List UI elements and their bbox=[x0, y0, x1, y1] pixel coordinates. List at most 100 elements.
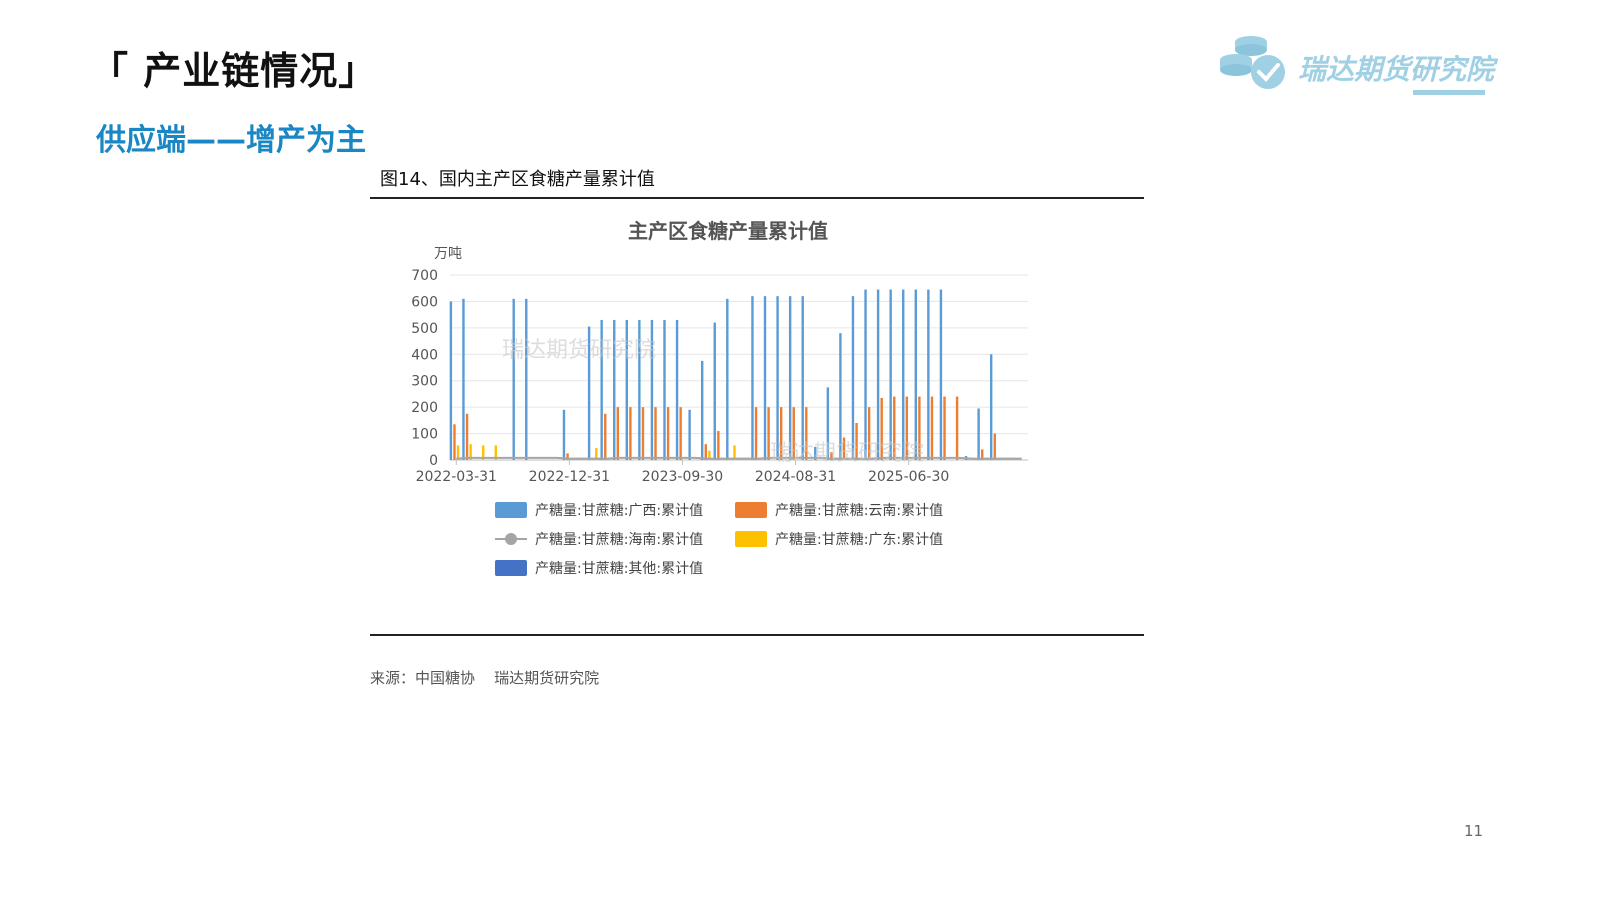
bar-s0-9 bbox=[562, 409, 566, 460]
bar-s0-1 bbox=[462, 298, 465, 460]
legend-item-guangdong: 产糖量:甘蔗糖:广东:累计值 bbox=[735, 529, 943, 549]
bar-s0-32 bbox=[851, 296, 855, 460]
bar-s0-34 bbox=[876, 289, 880, 460]
y-tick-label-7: 700 bbox=[411, 268, 438, 284]
bar-s0-19 bbox=[688, 409, 691, 460]
bar-s1-25 bbox=[767, 407, 770, 460]
bar-s1-24 bbox=[754, 407, 758, 460]
bar-s1-28 bbox=[805, 407, 808, 460]
bar-s1-36 bbox=[905, 396, 909, 460]
legend-item-other: 产糖量:甘蔗糖:其他:累计值 bbox=[495, 558, 703, 578]
bar-s0-15 bbox=[638, 319, 641, 460]
x-tick-labels: 2022-03-31 2022-12-31 2023-09-30 2024-08-31… bbox=[416, 460, 949, 485]
legend-label-other: 产糖量:甘蔗糖:其他:累计值 bbox=[535, 561, 704, 577]
bar-s0-30 bbox=[826, 387, 830, 460]
bar-s0-39 bbox=[939, 289, 943, 460]
line-marks bbox=[456, 456, 1022, 460]
caption-bottom-rule bbox=[370, 634, 1144, 636]
bar-s1-15 bbox=[641, 407, 645, 460]
watermark-2: 瑞达期货研究院 bbox=[770, 441, 924, 466]
bar-s0-26 bbox=[776, 296, 779, 460]
line-series-2 bbox=[456, 456, 1022, 460]
company-logo: 瑞达期货研究院 bbox=[1218, 30, 1494, 100]
bar-s1-37 bbox=[918, 396, 921, 460]
y-tick-label-0: 0 bbox=[429, 453, 438, 469]
bar-s0-28 bbox=[801, 296, 804, 460]
bar-s0-12 bbox=[600, 319, 603, 460]
bar-s3-22 bbox=[733, 445, 736, 460]
y-tick-label-6: 600 bbox=[411, 294, 438, 310]
bar-s1-43 bbox=[993, 433, 996, 460]
bar-s3-11 bbox=[595, 448, 598, 460]
bar-s0-14 bbox=[625, 319, 628, 460]
bar-s1-40 bbox=[955, 396, 959, 460]
bar-s1-18 bbox=[679, 407, 682, 460]
source-note: 来源：中国糖协 瑞达期货研究院 bbox=[370, 669, 600, 687]
bar-s0-33 bbox=[864, 289, 867, 460]
legend-swatch-guangxi bbox=[495, 502, 527, 518]
sugar-production-chart: 主产区食糖产量累计值 万吨 0 100 200 300 400 500 600 700 202… bbox=[411, 219, 1028, 485]
page-number: 11 bbox=[1464, 822, 1484, 840]
bar-s0-42 bbox=[977, 408, 980, 460]
bar-s0-16 bbox=[650, 319, 654, 460]
x-tick-label-1: 2022-12-31 bbox=[529, 469, 610, 485]
bar-s1-42 bbox=[981, 449, 984, 460]
bar-s1-35 bbox=[893, 396, 896, 460]
bar-s1-33 bbox=[867, 407, 871, 460]
section-subtitle: 供应端——增产为主 bbox=[96, 123, 366, 158]
bar-s0-21 bbox=[713, 322, 716, 460]
bar-s0-25 bbox=[763, 296, 767, 460]
bar-s1-30 bbox=[830, 452, 833, 460]
bar-s3-20 bbox=[708, 450, 711, 460]
x-tick-label-2: 2023-09-30 bbox=[642, 469, 723, 485]
bar-s1-26 bbox=[779, 407, 783, 460]
bar-s3-3 bbox=[494, 445, 497, 460]
bar-s3-0 bbox=[456, 445, 460, 460]
bar-s0-38 bbox=[927, 289, 930, 460]
bar-s0-35 bbox=[889, 289, 892, 460]
bar-s1-16 bbox=[654, 407, 657, 460]
bar-s1-39 bbox=[943, 396, 946, 460]
y-tick-label-4: 400 bbox=[411, 347, 438, 363]
coins-icon bbox=[1220, 36, 1285, 89]
bar-s0-43 bbox=[989, 354, 993, 460]
bar-s3-2 bbox=[482, 445, 485, 460]
bar-s1-9 bbox=[566, 453, 569, 460]
y-axis-unit-label: 万吨 bbox=[434, 246, 462, 262]
y-tick-label-5: 500 bbox=[411, 321, 438, 337]
legend-swatch-other bbox=[495, 560, 527, 576]
x-tick-label-4: 2025-06-30 bbox=[868, 469, 949, 485]
bar-s1-13 bbox=[616, 407, 620, 460]
slide-title: 「 产业链情况」 bbox=[90, 49, 378, 93]
bar-s0-37 bbox=[914, 289, 917, 460]
bar-marks bbox=[449, 289, 996, 460]
legend-item-guangxi: 产糖量:甘蔗糖:广西:累计值 bbox=[495, 500, 703, 520]
bar-s1-32 bbox=[855, 423, 858, 460]
bar-s0-11 bbox=[587, 326, 591, 460]
legend-swatch-yunnan bbox=[735, 502, 767, 518]
bar-s0-0 bbox=[449, 301, 453, 460]
bar-s0-13 bbox=[613, 319, 616, 460]
legend-item-yunnan: 产糖量:甘蔗糖:云南:累计值 bbox=[735, 500, 943, 520]
bar-s0-27 bbox=[788, 296, 792, 460]
bar-s1-12 bbox=[604, 413, 607, 460]
legend-label-guangdong: 产糖量:甘蔗糖:广东:累计值 bbox=[775, 532, 944, 548]
bar-s1-21 bbox=[717, 430, 720, 460]
bar-s1-31 bbox=[842, 437, 846, 460]
bar-s0-22 bbox=[726, 298, 729, 460]
x-tick-label-0: 2022-03-31 bbox=[416, 469, 497, 485]
legend-label-guangxi: 产糖量:甘蔗糖:广西:累计值 bbox=[535, 503, 704, 519]
bar-s3-1 bbox=[469, 444, 472, 460]
bar-s1-17 bbox=[666, 407, 670, 460]
y-tick-label-1: 100 bbox=[411, 427, 438, 443]
figure-caption: 图14、国内主产区食糖产量累计值 bbox=[380, 169, 655, 190]
bar-s0-36 bbox=[902, 289, 905, 460]
watermark-1: 瑞达期货研究院 bbox=[502, 338, 656, 363]
legend-item-hainan: 产糖量:甘蔗糖:海南:累计值 bbox=[495, 529, 703, 549]
bar-s0-17 bbox=[663, 319, 666, 460]
y-tick-label-3: 300 bbox=[411, 374, 438, 390]
bar-s0-6 bbox=[525, 298, 528, 460]
bar-s0-29 bbox=[814, 446, 817, 460]
caption-top-rule bbox=[370, 197, 1144, 199]
bar-s0-24 bbox=[751, 296, 754, 460]
